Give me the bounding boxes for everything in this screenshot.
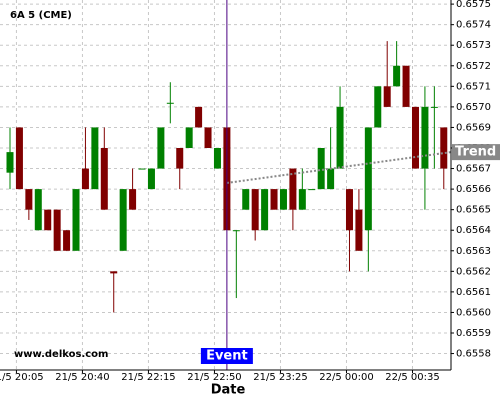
candle-body [261,189,269,231]
candle-body [364,127,372,231]
x-axis-title: Date [211,383,246,398]
candle-body [232,230,240,232]
candle-body [72,189,80,251]
y-tick-label: 0.6567 [456,164,491,175]
candle-body [129,189,137,210]
x-tick-label: 21/5 22:15 [121,372,175,383]
y-tick-label: 0.6566 [456,184,491,195]
x-tick-label: 21/5 20:40 [55,372,109,383]
candle-body [383,86,391,107]
candle-body [110,271,118,274]
y-tick-label: 0.6560 [456,307,491,318]
candle-body [411,106,419,169]
candle-body [138,168,146,170]
candle-body [81,168,89,190]
candle-body [279,189,287,210]
x-tick-label: 22/5 00:00 [319,372,373,383]
candle-body [317,148,325,190]
candle-body [402,65,410,107]
candle-body [242,189,250,210]
y-tick-label: 0.6561 [456,287,491,298]
y-tick-label: 0.6570 [456,102,491,113]
candle-body [393,65,401,87]
y-tick-label: 0.6562 [456,266,491,277]
trend-label-box [452,144,500,161]
candle-body [289,168,297,210]
trend-label: Trend [455,145,496,160]
trend-line [226,151,452,184]
candle-body [119,189,127,251]
y-tick-label: 0.6559 [456,328,491,339]
candle-body [421,106,429,169]
candle-body [430,106,438,108]
candle-body [147,168,155,190]
candle-body [298,189,306,210]
candle-body [91,127,99,190]
event-label-box [200,348,253,364]
candle-body [355,209,363,251]
candle-body [213,148,221,169]
y-tick-label: 0.6565 [456,205,491,216]
candle-body [440,127,448,169]
event-label: Event [206,349,248,364]
watermark: www.delkos.com [14,349,108,360]
candle-body [166,102,174,104]
candle-body [53,209,61,251]
y-tick-label: 0.6575 [456,0,491,10]
candle-body [34,189,42,231]
candle-body [195,106,203,128]
candle-body [44,209,52,231]
y-tick-label: 0.6571 [456,81,491,92]
candle-body [336,106,344,169]
x-tick-label: 21/5 20:05 [0,372,44,383]
y-tick-label: 0.6572 [456,61,491,72]
y-tick-label: 0.6558 [456,349,491,360]
x-tick-label: 22/5 00:35 [385,372,439,383]
y-tick-label: 0.6574 [456,20,491,31]
candle-body [63,230,71,251]
chart-title: 6A 5 (CME) [10,10,72,21]
candle-body [100,148,108,210]
candle-body [15,127,23,190]
y-tick-label: 0.6573 [456,40,491,51]
y-tick-label: 0.6564 [456,225,491,236]
candle-body [308,189,316,191]
candle-body [6,152,14,173]
plot-area [0,0,452,370]
x-tick-label: 21/5 23:25 [253,372,307,383]
candle-body [251,189,259,231]
candle-body [176,148,184,169]
candle-body [374,86,382,128]
x-tick-label: 21/5 22:50 [187,372,241,383]
candle-body [345,189,353,231]
y-tick-label: 0.6563 [456,246,491,257]
candle-body [185,127,193,148]
candle-body [327,168,335,190]
candle-body [157,127,165,169]
candle-body [204,127,212,148]
candle-body [270,189,278,210]
y-tick-label: 0.6569 [456,122,491,133]
candle-body [25,189,33,210]
